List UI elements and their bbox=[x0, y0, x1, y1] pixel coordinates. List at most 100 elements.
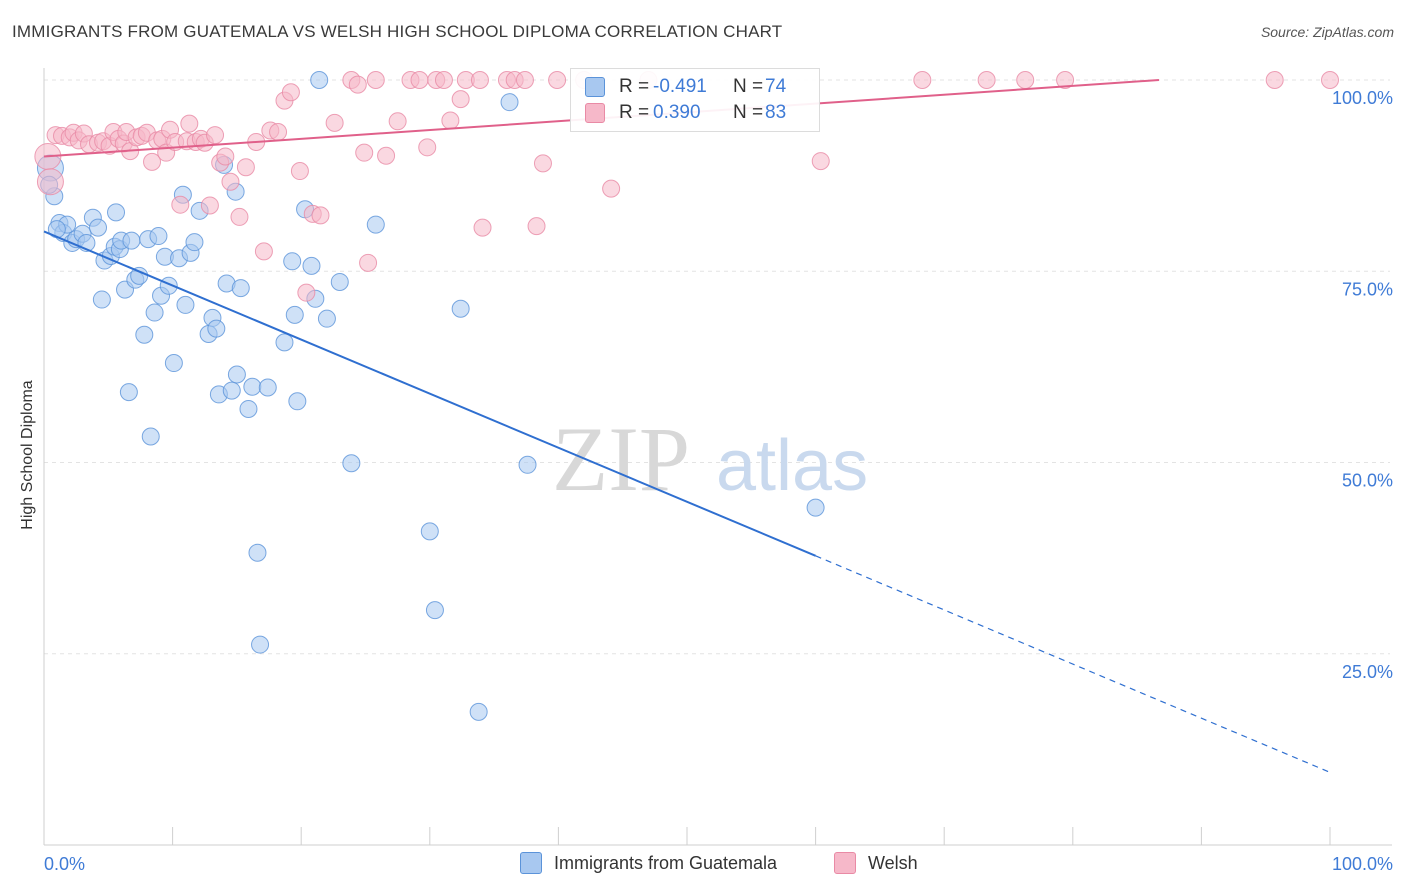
r-label: R = bbox=[619, 102, 650, 123]
welsh-point bbox=[290, 162, 309, 181]
legend-swatch-guatemala bbox=[520, 852, 542, 874]
welsh-point bbox=[216, 147, 235, 166]
welsh-point bbox=[473, 218, 492, 237]
welsh-point bbox=[548, 71, 567, 89]
n-label: N = bbox=[733, 102, 764, 123]
welsh-point bbox=[451, 90, 470, 109]
legend-label-welsh: Welsh bbox=[868, 852, 918, 873]
legend-label-guatemala: Immigrants from Guatemala bbox=[554, 852, 778, 873]
legend-swatch-welsh bbox=[834, 852, 856, 874]
welsh-point bbox=[236, 158, 255, 177]
welsh-point bbox=[143, 152, 162, 171]
guatemala-trend-extension bbox=[815, 555, 1331, 773]
guatemala-point bbox=[518, 455, 537, 474]
guatemala-point bbox=[222, 381, 241, 400]
watermark: ZIP atlas bbox=[552, 408, 868, 510]
welsh-point bbox=[377, 146, 396, 165]
guatemala-point bbox=[451, 299, 470, 318]
welsh-point bbox=[221, 172, 240, 191]
guatemala-point bbox=[469, 702, 488, 721]
legend-item-guatemala[interactable]: Immigrants from Guatemala bbox=[520, 852, 777, 874]
n-value: 74 bbox=[765, 76, 787, 97]
r-label: R = bbox=[619, 76, 650, 97]
guatemala-point bbox=[239, 399, 258, 418]
guatemala-point bbox=[243, 377, 262, 396]
guatemala-point bbox=[283, 252, 302, 271]
y-tick-label: 100.0% bbox=[1332, 88, 1393, 108]
welsh-point bbox=[359, 253, 378, 272]
guatemala-point bbox=[285, 305, 304, 324]
guatemala-point bbox=[425, 601, 444, 620]
guatemala-point bbox=[500, 93, 519, 112]
welsh-point bbox=[811, 152, 830, 171]
welsh-point bbox=[348, 75, 367, 94]
welsh-point bbox=[366, 71, 385, 89]
welsh-point bbox=[171, 195, 190, 214]
guatemala-point bbox=[122, 231, 141, 250]
welsh-point bbox=[254, 242, 273, 261]
guatemala-trend-line bbox=[43, 230, 816, 557]
guatemala-point bbox=[141, 427, 160, 446]
guatemala-point bbox=[366, 215, 385, 234]
welsh-point bbox=[410, 71, 429, 89]
stats-legend: R = -0.491 N = 74 R = 0.390 N = 83 bbox=[570, 68, 820, 132]
y-tick-label: 50.0% bbox=[1342, 471, 1393, 491]
x-tick-label: 0.0% bbox=[44, 854, 85, 874]
welsh-point bbox=[1265, 71, 1284, 89]
chart-title: IMMIGRANTS FROM GUATEMALA VS WELSH HIGH … bbox=[12, 22, 783, 41]
welsh-point bbox=[269, 123, 288, 142]
welsh-point bbox=[1016, 71, 1035, 89]
axes bbox=[43, 68, 1392, 846]
welsh-point bbox=[470, 71, 489, 89]
welsh-point bbox=[230, 207, 249, 226]
welsh-point bbox=[311, 206, 330, 225]
welsh-point bbox=[515, 71, 534, 89]
legend-swatch-guatemala bbox=[585, 77, 605, 97]
welsh-point bbox=[36, 168, 64, 196]
welsh-point bbox=[1321, 71, 1339, 89]
guatemala-point bbox=[302, 256, 321, 275]
tick-labels: 100.0% 75.0% 50.0% 25.0% 0.0% 100.0% bbox=[44, 88, 1393, 874]
guatemala-point bbox=[207, 319, 226, 338]
watermark-atlas: atlas bbox=[716, 426, 868, 506]
welsh-point bbox=[418, 138, 437, 157]
guatemala-point bbox=[176, 295, 195, 314]
x-tick-label: 100.0% bbox=[1332, 854, 1393, 874]
legend-row-welsh: R = 0.390 N = 83 bbox=[585, 101, 786, 125]
welsh-point bbox=[297, 283, 316, 302]
welsh-point bbox=[533, 154, 552, 173]
series-legend: Immigrants from Guatemala Welsh bbox=[0, 852, 1406, 878]
guatemala-point bbox=[227, 365, 246, 384]
r-value: 0.390 bbox=[653, 102, 701, 123]
guatemala-point bbox=[275, 333, 294, 352]
welsh-point bbox=[355, 143, 374, 162]
legend-swatch-welsh bbox=[585, 103, 605, 123]
data-points bbox=[34, 71, 1339, 721]
guatemala-point bbox=[330, 272, 349, 291]
n-label: N = bbox=[733, 76, 764, 97]
welsh-point bbox=[602, 179, 621, 198]
legend-item-welsh[interactable]: Welsh bbox=[834, 852, 918, 874]
source-label: Source: ZipAtlas.com bbox=[1260, 24, 1394, 40]
guatemala-point bbox=[231, 279, 250, 298]
welsh-point bbox=[977, 71, 996, 89]
welsh-point bbox=[325, 113, 344, 132]
guatemala-point bbox=[89, 218, 108, 237]
guatemala-point bbox=[135, 325, 154, 344]
guatemala-point bbox=[145, 303, 164, 322]
guatemala-point bbox=[164, 354, 183, 373]
legend-row-guatemala: R = -0.491 N = 74 bbox=[585, 75, 786, 99]
welsh-point bbox=[200, 196, 219, 215]
n-value: 83 bbox=[765, 102, 787, 123]
guatemala-point bbox=[107, 203, 126, 222]
guatemala-point bbox=[248, 543, 267, 562]
guatemala-point bbox=[119, 383, 138, 402]
guatemala-point bbox=[92, 290, 111, 309]
welsh-point bbox=[527, 217, 546, 236]
welsh-point bbox=[913, 71, 932, 89]
y-axis-title: High School Diploma bbox=[19, 380, 36, 530]
welsh-point bbox=[434, 71, 453, 89]
welsh-point bbox=[441, 111, 460, 130]
guatemala-point bbox=[806, 498, 825, 517]
